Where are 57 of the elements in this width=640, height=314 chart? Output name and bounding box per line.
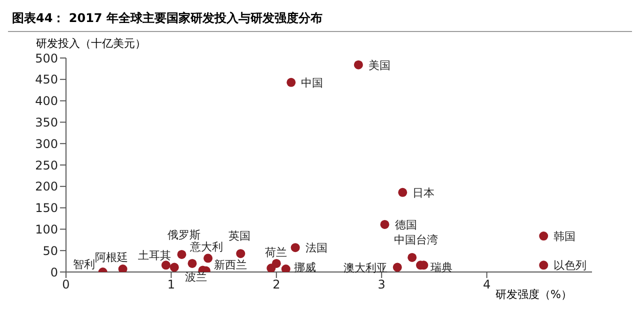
y-tick-label: 300: [35, 136, 58, 151]
annotation: 韩国: [554, 230, 576, 244]
point: [188, 258, 197, 268]
point: [236, 249, 246, 258]
annotation: 阿根廷: [94, 251, 128, 264]
annotation: 土耳其: [138, 249, 171, 262]
y-tick-label: 400: [35, 94, 58, 108]
x-tick-label: 4: [482, 278, 491, 292]
point: [170, 262, 179, 272]
annotation: 波兰: [184, 270, 207, 284]
annotation: 澳大利亚: [343, 261, 388, 274]
annotation: 日本: [412, 186, 435, 200]
annotation: 中国台湾: [394, 233, 438, 246]
annotation: 瑞典: [430, 261, 453, 274]
x-tick-label: 3: [378, 278, 386, 292]
point: [408, 252, 417, 262]
annotation: 荷兰: [265, 246, 288, 260]
point: [161, 260, 170, 270]
annotation: 德国: [394, 218, 417, 232]
point: [281, 264, 290, 272]
annotation: 挪威: [294, 261, 316, 274]
point: [539, 260, 548, 270]
x-tick-label: 0: [62, 278, 70, 292]
y-tick-label: 100: [35, 222, 58, 236]
point: [354, 60, 363, 70]
y-tick-label: 150: [35, 201, 58, 216]
annotation: 美国: [368, 58, 390, 72]
annotation: 英国: [228, 230, 251, 243]
y-tick-label: 0: [50, 265, 58, 280]
x-tick-label: 1: [167, 278, 176, 292]
point: [118, 264, 128, 272]
annotation: 俄罗斯: [168, 228, 201, 242]
annotation: 意大利: [189, 240, 224, 254]
point: [392, 262, 402, 272]
annotation: 以色列: [554, 259, 587, 272]
y-tick-label: 50: [42, 244, 58, 258]
x-axis-title: 研发强度（%）: [496, 287, 572, 302]
chart-title: 图表44： 2017 年全球主要国家研发投入与研发强度分布: [8, 8, 632, 32]
annotation: 中国: [301, 76, 324, 90]
point: [204, 254, 213, 263]
y-tick-label: 200: [35, 180, 58, 194]
point: [398, 188, 408, 197]
point: [380, 220, 390, 229]
point: [539, 232, 548, 241]
annotation: 新西兰: [214, 258, 247, 272]
x-tick-label: 2: [272, 278, 280, 292]
y-tick-label: 250: [35, 158, 58, 172]
point: [272, 258, 281, 268]
y-tick-label: 450: [35, 72, 58, 87]
point: [286, 78, 296, 87]
y-axis-title: 研发投入（十亿美元）: [36, 36, 146, 51]
y-tick-label: 350: [35, 115, 58, 130]
point: [290, 243, 300, 252]
point: [177, 250, 186, 259]
y-tick-label: 500: [35, 51, 58, 66]
annotation: 法国: [305, 242, 328, 255]
annotation: 智利: [72, 258, 95, 271]
